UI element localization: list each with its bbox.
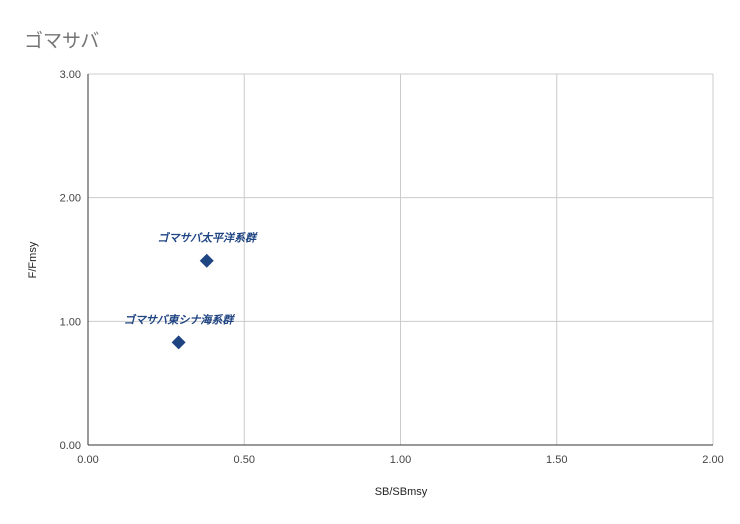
chart-title: ゴマサバ bbox=[24, 30, 100, 52]
y-tick-label: 0.00 bbox=[60, 440, 81, 452]
data-point-label: ゴマサバ東シナ海系群 bbox=[124, 313, 236, 326]
y-tick-label: 1.00 bbox=[60, 316, 81, 328]
x-tick-label: 1.00 bbox=[390, 454, 411, 466]
data-point-label: ゴマサバ太平洋系群 bbox=[157, 232, 258, 245]
x-axis-title: SB/SBmsy bbox=[375, 486, 428, 498]
y-tick-label: 2.00 bbox=[60, 193, 81, 205]
x-tick-label: 0.00 bbox=[77, 454, 98, 466]
y-tick-label: 3.00 bbox=[60, 69, 81, 81]
grid bbox=[88, 73, 714, 445]
axes bbox=[87, 74, 713, 446]
y-axis-title: F/Fmsy bbox=[27, 241, 39, 278]
data-point-marker bbox=[171, 335, 186, 350]
data-point-marker bbox=[199, 253, 214, 268]
x-tick-label: 2.00 bbox=[702, 454, 723, 466]
x-tick-label: 1.50 bbox=[546, 454, 567, 466]
x-tick-label: 0.50 bbox=[234, 454, 255, 466]
tick-labels: 0.00 0.50 1.00 1.50 2.00 0.00 1.00 2.00 3.00 bbox=[60, 69, 724, 466]
